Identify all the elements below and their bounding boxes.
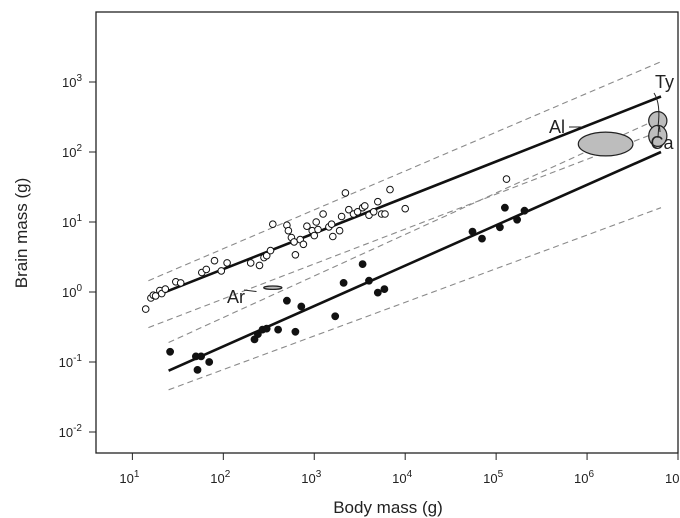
open-point-8 [176,279,185,287]
open-point-39 [345,205,353,214]
x-tick-label-6: 107 [665,469,680,486]
open-point-24 [291,251,300,259]
filled-point-14 [339,278,348,287]
open-point-38 [341,189,350,197]
annotation-arrow-ca [657,125,661,138]
filled-point-22 [500,203,509,212]
filled-point-8 [262,324,271,333]
open-point-45 [369,208,378,216]
open-point-11 [210,256,219,265]
annotation-label-ar: Ar [227,287,245,307]
plot-frame [95,11,679,454]
interval-line-1 [148,61,662,282]
open-point-13 [223,259,231,267]
filled-point-17 [373,288,382,297]
y-tick-label-4: 102 [62,143,82,160]
y-axis-ticks: 10-2 10-1 100 101 102 103 [59,73,96,440]
open-point-10 [202,265,211,274]
open-point-12 [217,267,226,275]
interval-line-4 [168,117,662,344]
filled-point-18 [380,285,389,293]
x-axis-title: Body mass (g) [333,498,443,517]
open-point-35 [329,232,337,241]
filled-point-23 [513,215,521,224]
group-ellipse-0 [577,131,634,157]
open-point-37 [337,212,346,221]
filled-point-19 [468,227,477,236]
open-point-29 [310,231,319,240]
filled-point-16 [365,276,373,285]
annotations: Ty Al Ca Ar [227,72,674,307]
y-tick-label-0: 10-2 [59,423,83,440]
open-point-19 [269,220,277,228]
regression-line-3 [168,150,662,372]
open-point-36 [335,226,344,235]
annotation-label-ca: Ca [650,133,674,153]
x-tick-label-2: 103 [301,469,321,486]
filled-point-11 [291,327,300,336]
annotation-label-ty: Ty [655,72,674,92]
filled-point-0 [166,347,174,356]
filled-point-15 [358,260,367,268]
open-point-26 [299,240,308,249]
x-tick-label-4: 105 [483,469,503,486]
x-tick-label-3: 104 [392,469,412,486]
open-point-18 [266,246,275,255]
open-point-48 [381,210,389,218]
open-point-21 [284,226,293,235]
open-point-30 [312,218,321,226]
open-point-0 [141,305,150,313]
filled-point-12 [297,302,306,311]
x-tick-label-0: 101 [119,469,139,486]
open-point-17 [262,251,271,260]
y-axis-title: Brain mass (g) [12,178,31,289]
open-point-34 [327,220,336,228]
y-tick-label-1: 10-1 [59,353,83,370]
filled-point-24 [520,206,529,215]
annotation-arrow-ar [243,289,257,292]
open-point-43 [361,202,369,210]
regression-line-0 [150,95,662,299]
filled-point-3 [197,352,205,361]
x-tick-label-5: 106 [574,469,594,486]
open-point-41 [353,208,362,216]
annotation-label-al: Al [549,117,565,137]
y-tick-label-3: 101 [62,213,82,230]
interval-line-2 [148,130,662,329]
filled-point-9 [274,325,282,334]
open-point-51 [502,175,511,183]
group-ellipse-3 [263,285,283,291]
open-point-14 [246,259,255,267]
open-point-46 [374,197,382,206]
filled-point-4 [205,358,214,366]
filled-point-13 [331,312,340,321]
group-ellipses [263,110,668,291]
open-point-49 [386,185,394,194]
filled-point-21 [495,223,504,232]
filled-point-10 [282,296,291,305]
regression-lines [148,61,662,391]
open-point-50 [401,204,410,213]
annotation-arrow-ty [653,92,660,127]
interval-line-5 [168,207,662,391]
open-point-32 [319,210,327,218]
x-tick-label-1: 102 [210,469,230,486]
open-point-31 [314,225,322,234]
open-point-15 [255,261,264,270]
open-point-6 [161,285,170,293]
x-axis-ticks: 101 102 103 104 105 106 107 [119,453,680,486]
y-tick-label-5: 103 [62,73,82,90]
filled-point-20 [478,234,486,243]
data-points [141,175,529,374]
y-tick-label-2: 100 [62,283,82,300]
filled-point-2 [193,365,202,374]
open-point-27 [303,222,311,230]
